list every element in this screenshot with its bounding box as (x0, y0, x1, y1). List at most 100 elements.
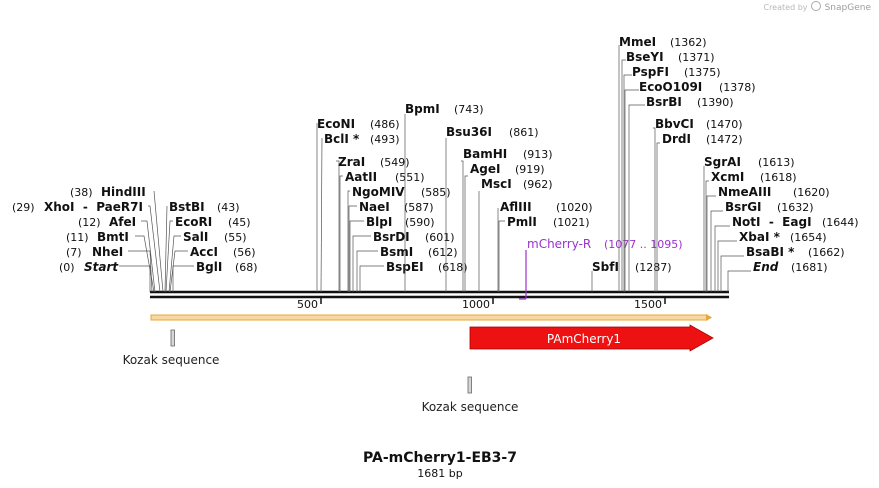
tick-label-1500: 1500 (634, 298, 662, 311)
site-enzyme-name: Start (84, 260, 119, 274)
site-end[interactable]: End (1681) (727, 260, 828, 292)
site-bsu36i[interactable]: Bsu36I (861) (445, 125, 539, 292)
site-msci[interactable]: MscI (962) (478, 177, 553, 292)
site-position: (1362) (670, 36, 707, 49)
site-pspfi[interactable]: PspFI (1375) (623, 65, 721, 292)
site-naei[interactable]: NaeI (587) (348, 200, 434, 292)
site-position: (1390) (697, 96, 734, 109)
site-leader-line (653, 127, 656, 292)
site-acci[interactable]: AccI (56) (169, 245, 256, 293)
site-bsrdi[interactable]: BsrDI (601) (352, 230, 455, 292)
site-leader-line (348, 205, 357, 292)
site-sali[interactable]: SalI (55) (168, 230, 247, 293)
site-sbfi[interactable]: SbfI (1287) (591, 260, 672, 292)
site-leader-line (336, 160, 340, 292)
site-leader-line (706, 195, 716, 292)
site-enzyme-name: PspFI (632, 65, 669, 79)
backbone-feature[interactable] (150, 314, 712, 321)
site-position: (913) (523, 148, 553, 161)
site-ngomiv[interactable]: NgoMIV (585) (347, 185, 451, 292)
primer-range: (1077 .. 1095) (604, 238, 683, 251)
site-bstbi[interactable]: BstBI (43) (164, 200, 240, 293)
site-position: (1681) (791, 261, 828, 274)
site-position: (56) (233, 246, 256, 259)
site-leader-line (172, 265, 194, 292)
site-enzyme-name: BglI (196, 260, 222, 274)
site-ecoo109i[interactable]: EcoO109I (1378) (624, 80, 756, 292)
site-zrai[interactable]: ZraI (549) (336, 155, 410, 292)
site-xbai[interactable]: XbaI * (1654) (717, 230, 827, 292)
site-noti-eagi[interactable]: NotI - EagI (1644) (714, 215, 859, 292)
site-position: (38) (70, 186, 93, 199)
site-aatii[interactable]: AatII (551) (339, 170, 425, 292)
tick-label-500: 500 (297, 298, 318, 311)
cds-pamcherry1[interactable]: PAmCherry1 (469, 324, 714, 352)
site-position: (1618) (760, 171, 797, 184)
site-bspei[interactable]: BspEI (618) (359, 260, 468, 292)
site-bsrbi[interactable]: BsrBI (1390) (628, 95, 734, 292)
site-enzyme-name: BlpI (366, 215, 392, 229)
site-position: (29) (12, 201, 35, 214)
site-enzyme-name: End (753, 260, 779, 274)
site-enzyme-name: EcoRI (175, 215, 212, 229)
site-xcmi[interactable]: XcmI (1618) (705, 170, 797, 292)
primer-mcherry-r[interactable]: mCherry-R (1077 .. 1095) (519, 237, 683, 300)
site-enzyme-name: BpmI (405, 102, 440, 116)
site-bgli[interactable]: BglI (68) (172, 260, 258, 292)
site-enzyme-name: AflIII (500, 200, 532, 214)
site-bsrgi[interactable]: BsrGI (1632) (710, 200, 814, 292)
tick-label-1000: 1000 (462, 298, 490, 311)
site-position: (0) (59, 261, 75, 274)
site-enzyme-name: BmtI (97, 230, 129, 244)
site-afliii[interactable]: AflIII (1020) (497, 200, 593, 292)
site-bcli[interactable]: BclI * (493) (320, 132, 400, 293)
site-leader-line (359, 265, 384, 292)
site-position: (587) (404, 201, 434, 214)
site-position: (1662) (808, 246, 845, 259)
site-leader-line (356, 250, 378, 292)
snapgene-logo-icon (811, 1, 822, 11)
site-ecori[interactable]: EcoRI (45) (165, 215, 251, 293)
site-bpmi[interactable]: BpmI (743) (404, 102, 484, 292)
site-position: (1375) (684, 66, 721, 79)
site-start[interactable]: (0) Start (59, 260, 151, 292)
site-nhei[interactable]: (7) NheI (66, 245, 153, 293)
kozak-marker-1[interactable] (170, 329, 175, 347)
site-bmti[interactable]: (11) BmtI (66, 230, 155, 293)
site-agei[interactable]: AgeI (919) (464, 162, 545, 292)
site-enzyme-name: Bsu36I (446, 125, 492, 139)
site-enzyme-name: NheI (92, 245, 123, 259)
site-position: (486) (370, 118, 400, 131)
brand-text: SnapGene (824, 3, 871, 13)
site-position: (590) (405, 216, 435, 229)
site-drdi[interactable]: DrdI (1472) (656, 132, 743, 292)
sequence-backbone (150, 290, 729, 299)
site-mmei[interactable]: MmeI (1362) (618, 35, 707, 292)
site-bseyi[interactable]: BseYI (1371) (621, 50, 715, 292)
site-bsabi[interactable]: BsaBI * (1662) (720, 245, 845, 292)
site-bamhi[interactable]: BamHI (913) (461, 147, 553, 292)
site-leader-line (128, 250, 153, 293)
site-bbvci[interactable]: BbvCI (1470) (653, 117, 743, 292)
site-enzyme-name: SgrAI (704, 155, 741, 169)
map-title: PA-mCherry1-EB3-7 (363, 450, 517, 466)
site-econi[interactable]: EcoNI (486) (316, 117, 400, 292)
snapgene-credit: Created by SnapGene (763, 1, 871, 13)
site-leader-line (656, 142, 660, 292)
site-position: (585) (421, 186, 451, 199)
site-hindiii[interactable]: (38) HindIII (70, 185, 164, 293)
site-enzyme-name: NaeI (359, 200, 390, 214)
kozak-marker-2[interactable] (467, 376, 472, 394)
site-pmli[interactable]: PmlI (1021) (498, 215, 590, 292)
site-leader-line (720, 255, 744, 292)
site-position: (1371) (678, 51, 715, 64)
site-blpi[interactable]: BlpI (590) (349, 215, 435, 292)
site-sgrai[interactable]: SgrAI (1613) (703, 155, 795, 292)
site-xhoi-paer7i[interactable]: (29) XhoI - PaeR7I (12, 200, 161, 293)
site-leader-line (347, 190, 350, 292)
site-enzyme-name: SbfI (592, 260, 619, 274)
site-afei[interactable]: (12) AfeI (78, 215, 156, 293)
site-position: (618) (438, 261, 468, 274)
site-nmeaiii[interactable]: NmeAIII (1620) (706, 185, 830, 292)
